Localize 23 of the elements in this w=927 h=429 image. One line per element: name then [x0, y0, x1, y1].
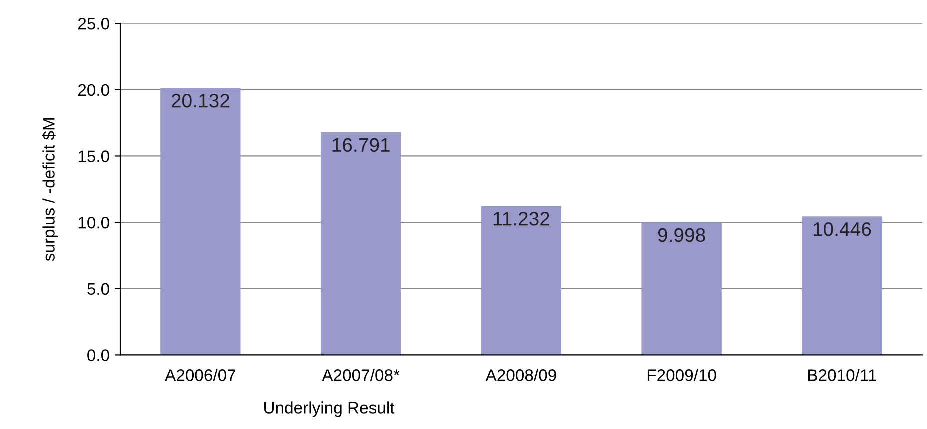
data-label: 11.232 [494, 212, 550, 226]
bar [320, 132, 402, 356]
y-tick-label: 20.0 [78, 84, 110, 96]
y-tick-label: 25.0 [78, 18, 110, 30]
y-tick-label: 15.0 [78, 150, 110, 162]
x-tick-label: A2008/09 [486, 369, 556, 382]
x-tick-label: A2006/07 [165, 369, 236, 382]
data-label: 9.998 [658, 228, 706, 242]
y-tick-label: 5.0 [88, 283, 110, 296]
x-tick-label: F2009/10 [648, 369, 716, 382]
data-label: 10.446 [814, 222, 872, 236]
x-axis-title: Underlying Result [264, 402, 395, 418]
y-axis-title: surplus / -deficit $M [42, 118, 58, 262]
bar [481, 206, 562, 356]
x-tick-label: A2007/08* [322, 369, 400, 382]
data-label: 20.132 [172, 94, 230, 108]
bar [160, 88, 241, 356]
data-label: 16.791 [332, 138, 390, 152]
bar [642, 222, 722, 356]
y-tick-label: 10.0 [78, 216, 110, 229]
x-tick-label: B2010/11 [808, 369, 876, 382]
bar [802, 216, 882, 356]
y-tick-label: 0.0 [88, 350, 110, 362]
